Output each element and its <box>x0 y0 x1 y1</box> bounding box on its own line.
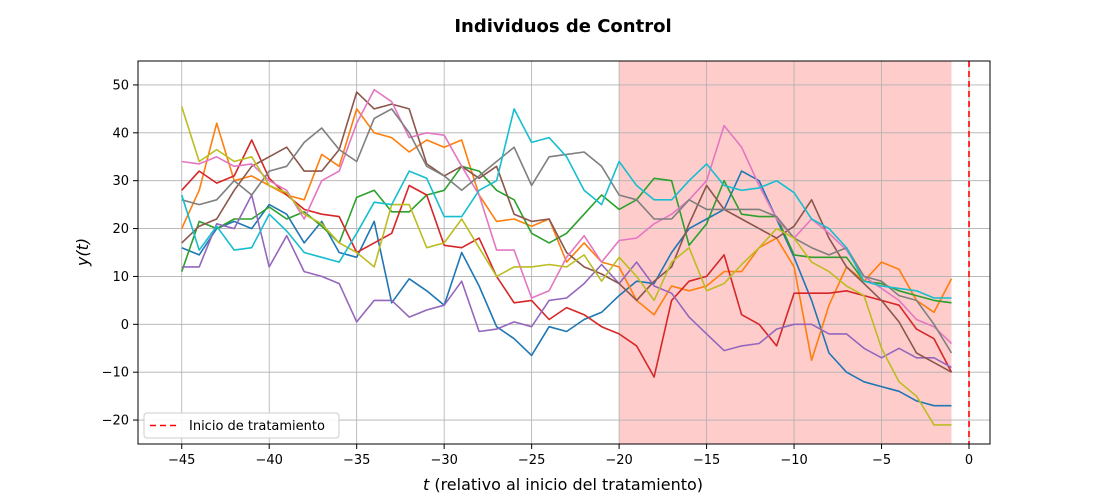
y-tick-label: 30 <box>112 174 129 189</box>
plot-area <box>137 60 991 445</box>
y-tick-label: 10 <box>112 270 129 285</box>
series-line-5 <box>181 194 952 369</box>
series-line-9 <box>180 106 952 426</box>
x-tick-label: −40 <box>255 453 282 468</box>
x-axis-label: t (relativo al inicio del tratamiento) <box>423 475 703 494</box>
y-tick-label: −10 <box>102 366 129 381</box>
y-tick-label: −20 <box>102 414 129 429</box>
plot-frame <box>137 60 991 445</box>
y-tick-label: 50 <box>112 78 129 93</box>
series-line-10 <box>180 108 952 299</box>
x-axis-label-rest: (relativo al inicio del tratamiento) <box>429 475 703 494</box>
y-axis: −20 −10 0 10 20 30 40 50 <box>102 78 138 429</box>
series-line-8 <box>181 108 953 354</box>
y-axis-label: y(t) <box>73 238 92 267</box>
chart-title: Individuos de Control <box>454 16 671 37</box>
series-line-1 <box>181 170 952 407</box>
y-tick-label: 20 <box>112 222 129 237</box>
series-line-7 <box>181 88 953 345</box>
x-tick-label: −20 <box>605 453 632 468</box>
x-tick-label: −10 <box>780 453 807 468</box>
x-tick-label: −5 <box>872 453 891 468</box>
x-tick-label: 0 <box>965 453 973 468</box>
x-tick-label: −30 <box>430 453 457 468</box>
y-tick-label: 40 <box>112 126 129 141</box>
legend-label: Inicio de tratamiento <box>189 419 325 434</box>
x-tick-label: −45 <box>168 453 195 468</box>
legend-box <box>143 412 340 439</box>
series-line-2 <box>180 108 953 362</box>
legend: Inicio de tratamiento <box>143 412 340 439</box>
x-axis-label-var: t <box>423 475 430 494</box>
series-group <box>180 88 953 426</box>
x-tick-label: −15 <box>693 453 720 468</box>
series-line-4 <box>181 139 953 378</box>
x-tick-label: −35 <box>343 453 370 468</box>
grid <box>138 61 990 444</box>
y-tick-label: 0 <box>121 318 129 333</box>
x-axis: −45 −40 −35 −30 −25 −20 −15 −10 −5 0 <box>168 444 973 468</box>
x-tick-label: −25 <box>518 453 545 468</box>
